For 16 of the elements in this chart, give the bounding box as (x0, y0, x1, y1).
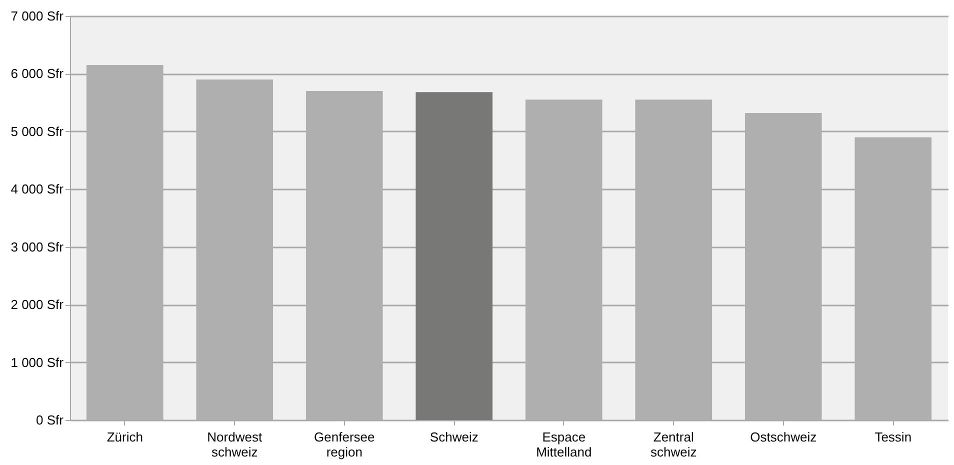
y-tick-label: 4 000 Sfr (10, 182, 64, 197)
x-tick-label: Nordwest schweiz (207, 430, 262, 460)
x-tick-label: Ostschweiz (750, 430, 817, 444)
x-tick-label: Zürich (106, 430, 143, 444)
y-tick-label: 0 Sfr (36, 412, 64, 428)
y-tick-label: 3 000 Sfr (10, 239, 64, 254)
x-tick-label: Genfersee region (314, 430, 375, 460)
y-tick-label: 7 000 Sfr (10, 8, 64, 24)
x-tick-label: Tessin (874, 430, 912, 444)
x-tick-label: Espace Mittelland (536, 430, 592, 460)
y-tick-label: 1 000 Sfr (10, 354, 64, 370)
y-tick-label: 2 000 Sfr (10, 297, 64, 312)
x-tick-label: Schweiz (430, 430, 478, 444)
x-tick-label: Zentral schweiz (650, 430, 697, 460)
y-tick-label: 6 000 Sfr (10, 66, 64, 82)
y-tick-label: 5 000 Sfr (10, 124, 64, 139)
